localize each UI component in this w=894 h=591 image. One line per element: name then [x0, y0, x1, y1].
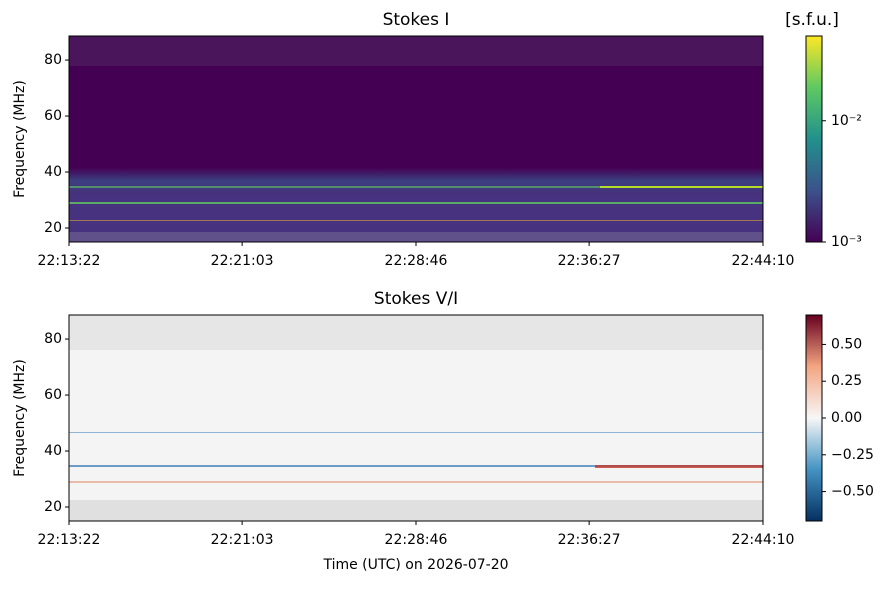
spectrogram-image	[69, 36, 763, 521]
y-tick-label: 60	[44, 387, 62, 403]
y-tick-label: 40	[44, 164, 62, 180]
x-tick-label: 22:44:10	[732, 532, 795, 548]
colorbar	[805, 35, 823, 243]
y-tick-label: 80	[44, 331, 62, 347]
colorbar-tick-label: −0.50	[831, 484, 874, 500]
x-tick-label: 22:21:03	[211, 253, 274, 269]
x-tick-label: 22:36:27	[558, 532, 621, 548]
y-tick-label: 40	[44, 443, 62, 459]
chart-title: Stokes V/I	[374, 289, 458, 309]
x-tick-label: 22:36:27	[558, 253, 621, 269]
colorbar	[805, 314, 823, 522]
colorbar-tick-label: 0.50	[831, 336, 862, 352]
x-tick-label: 22:13:22	[38, 253, 101, 269]
colorbar-tick-label: 0.00	[831, 410, 862, 426]
x-tick-label: 22:21:03	[211, 532, 274, 548]
y-axis-label: Frequency (MHz)	[12, 80, 28, 198]
y-axis-label: Frequency (MHz)	[12, 359, 28, 477]
y-tick-label: 60	[44, 108, 62, 124]
x-tick-label: 22:28:46	[385, 532, 448, 548]
colorbar-tick-label: −0.25	[831, 447, 874, 463]
colorbar-tick-label: 10⁻³	[831, 234, 862, 250]
colorbar-tick-label: 0.25	[831, 373, 862, 389]
x-tick-label: 22:44:10	[732, 253, 795, 269]
chart-title: Stokes I	[383, 10, 450, 30]
colorbar-tick-label: 10⁻²	[831, 113, 862, 129]
y-tick-label: 80	[44, 52, 62, 68]
colorbar-label: [s.f.u.]	[785, 10, 839, 30]
x-tick-label: 22:28:46	[385, 253, 448, 269]
y-tick-label: 20	[44, 220, 62, 236]
x-tick-label: 22:13:22	[38, 532, 101, 548]
y-tick-label: 20	[44, 499, 62, 515]
x-axis-label: Time (UTC) on 2026-07-20	[322, 557, 508, 573]
